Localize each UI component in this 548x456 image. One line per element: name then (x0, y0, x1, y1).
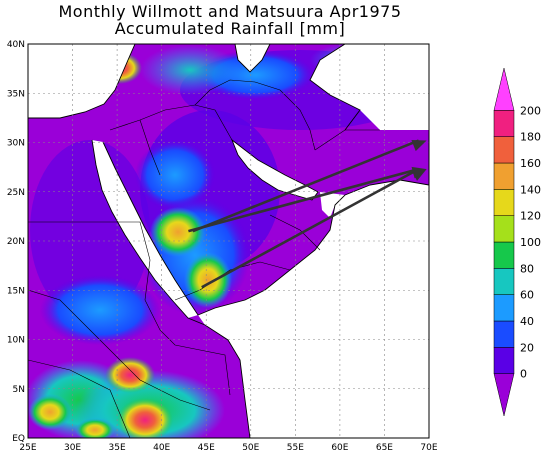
colorbar-label: 60 (520, 289, 534, 302)
lat-label: EQ (12, 434, 25, 444)
arrow-to-180-head (411, 139, 427, 152)
colorbar-label: 160 (520, 157, 541, 170)
colorbar: 0 20 40 60 80 100 120 140 160 180 200 (493, 67, 541, 417)
arabian-sea-gulf-of-aden (198, 180, 429, 438)
lat-label: 25N (7, 188, 25, 198)
colorbar-swatch (493, 136, 515, 164)
lon-label: 25E (19, 443, 36, 453)
colorbar-swatch (493, 294, 515, 322)
lat-label: 5N (13, 385, 25, 395)
lon-label: 55E (287, 443, 304, 453)
colorbar-swatch (493, 215, 515, 243)
arrow-crossing-head (411, 166, 427, 179)
lat-label: 15N (7, 286, 25, 296)
colorbar-label: 20 (520, 341, 534, 354)
lat-label: 20N (7, 237, 25, 247)
colorbar-label: 180 (520, 131, 541, 144)
longitude-labels: 25E 30E 35E 40E 45E 50E 55E 60E 65E 70E (19, 443, 437, 453)
lat-label: 30N (7, 139, 25, 149)
mediterranean-sea (28, 44, 135, 118)
map-field (28, 44, 429, 438)
country-borders (28, 79, 380, 438)
caspian-sea (235, 44, 270, 72)
colorbar-label: 100 (520, 236, 541, 249)
colorbar-label: 0 (520, 368, 527, 381)
colorbar-label: 80 (520, 262, 534, 275)
colorbar-swatch (493, 347, 515, 374)
colorbar-swatch (493, 67, 515, 111)
colorbar-swatch (493, 162, 515, 190)
colorbar-label: 120 (520, 210, 541, 223)
colorbar-swatch (493, 241, 515, 269)
lon-label: 60E (331, 443, 348, 453)
map-frame (27, 43, 430, 439)
lon-label: 65E (376, 443, 393, 453)
colorbar-swatch (493, 373, 515, 417)
persian-gulf (232, 140, 318, 200)
lon-label: 30E (64, 443, 81, 453)
lon-label: 70E (420, 443, 437, 453)
colorbar-label: 200 (520, 104, 541, 117)
annotation-arrows (188, 139, 427, 289)
graticule (28, 44, 429, 438)
latitude-labels: EQ 5N 10N 15N 20N 25N 30N 35N 40N (7, 40, 25, 444)
colorbar-swatch (493, 189, 515, 216)
arrow-to-180-shaft (192, 139, 420, 233)
lon-label: 50E (242, 443, 259, 453)
map-title-line-1: Monthly Willmott and Matsuura Apr1975 (58, 2, 402, 21)
colorbar-swatch (493, 268, 515, 295)
gulf-of-oman (320, 192, 345, 218)
colorbar-swatch (493, 320, 515, 348)
lat-label: 35N (7, 89, 25, 99)
lon-label: 35E (109, 443, 126, 453)
colorbar-swatch (493, 110, 515, 137)
map-title-line-2: Accumulated Rainfall [mm] (114, 19, 346, 38)
lon-label: 45E (198, 443, 215, 453)
colorbar-label: 140 (520, 183, 541, 196)
colorbar-label: 40 (520, 315, 534, 328)
lat-label: 40N (7, 40, 25, 50)
arrow-to-150-shaft (201, 167, 420, 289)
lat-label: 10N (7, 336, 25, 346)
red-sea (92, 140, 198, 318)
arrow-crossing-shaft (188, 167, 419, 233)
lon-label: 40E (153, 443, 170, 453)
